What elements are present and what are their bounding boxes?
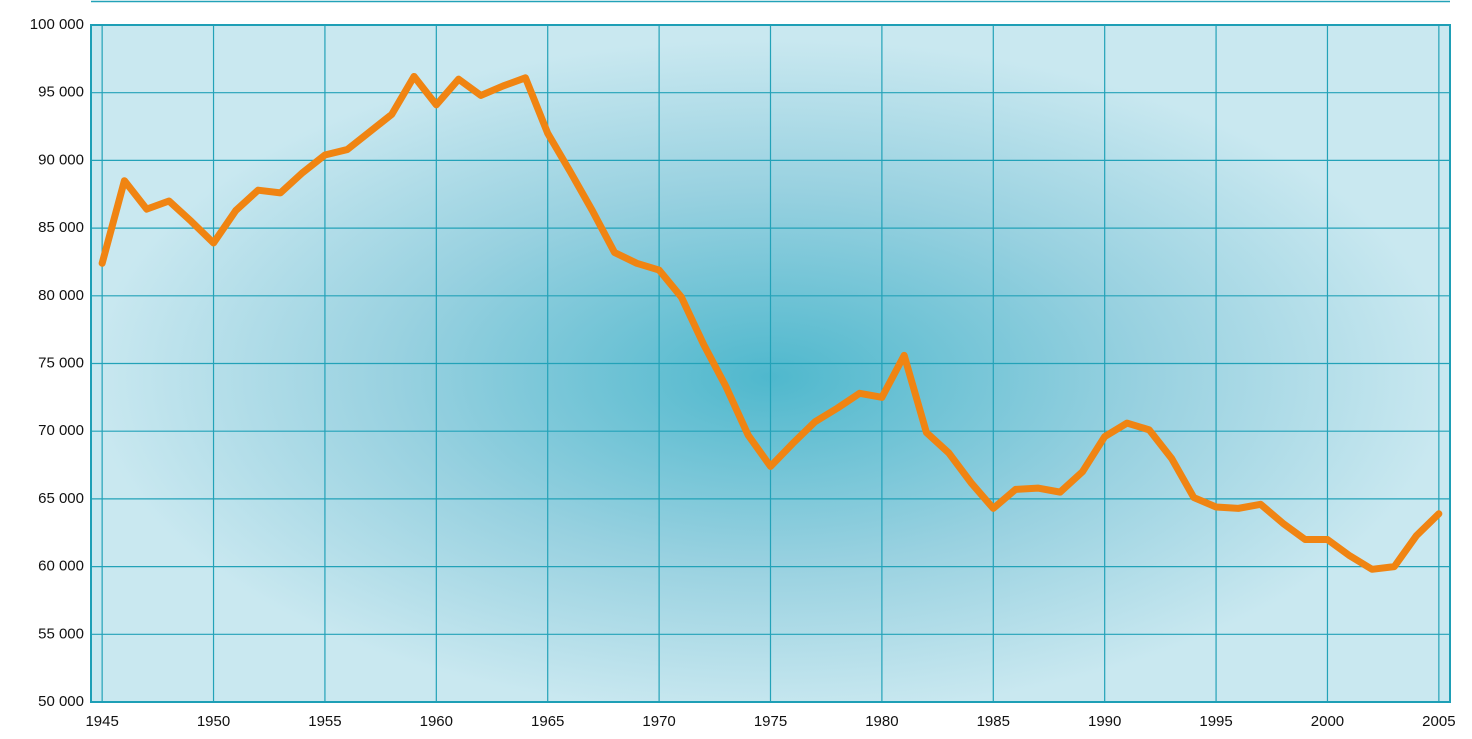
x-tick-label: 2000 (1311, 713, 1344, 730)
y-tick-label: 90 000 (38, 151, 84, 168)
x-tick-label: 1985 (977, 713, 1010, 730)
y-tick-label: 80 000 (38, 287, 84, 304)
y-tick-label: 55 000 (38, 625, 84, 642)
y-tick-label: 50 000 (38, 693, 84, 710)
x-tick-label: 1975 (754, 713, 787, 730)
y-tick-label: 75 000 (38, 354, 84, 371)
plot-border (90, 24, 1451, 703)
x-tick-label: 1950 (197, 713, 230, 730)
y-tick-label: 70 000 (38, 422, 84, 439)
y-tick-label: 60 000 (38, 558, 84, 575)
y-tick-label: 85 000 (38, 219, 84, 236)
y-tick-label: 65 000 (38, 490, 84, 507)
grid (91, 24, 1450, 703)
labels: 50 000 55 000 60 000 65 000 70 000 75 000 80 0… (30, 16, 1456, 730)
data-line (98, 72, 1443, 573)
x-tick-label: 1980 (865, 713, 898, 730)
x-tick-label: 1945 (85, 713, 118, 730)
x-tick-label: 2005 (1422, 713, 1455, 730)
x-tick-label: 1990 (1088, 713, 1121, 730)
x-tick-label: 1970 (642, 713, 675, 730)
y-tick-label: 100 000 (30, 16, 84, 33)
x-tick-label: 1995 (1199, 713, 1232, 730)
x-tick-label: 1960 (420, 713, 453, 730)
x-tick-label: 1965 (531, 713, 564, 730)
x-tick-label: 1955 (308, 713, 341, 730)
y-tick-label: 95 000 (38, 84, 84, 101)
